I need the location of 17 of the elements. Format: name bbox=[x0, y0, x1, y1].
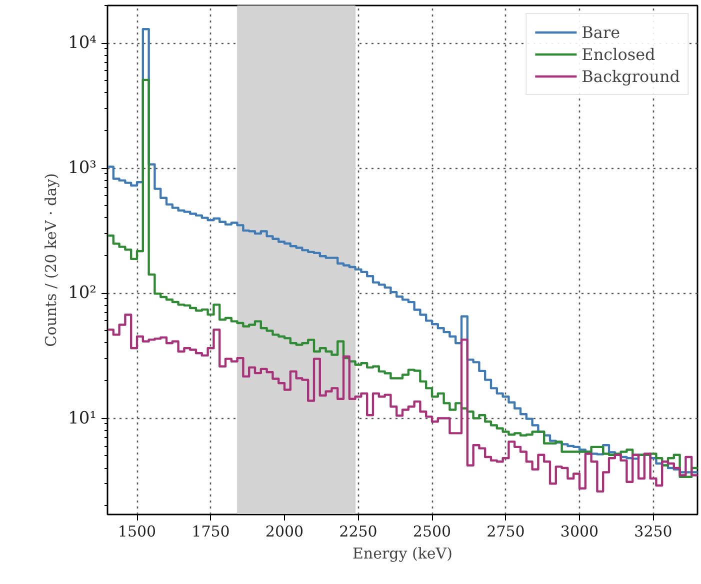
y-tick-label: 10² bbox=[68, 283, 97, 304]
x-tick-label: 2250 bbox=[339, 522, 378, 540]
x-axis-title: Energy (keV) bbox=[352, 544, 453, 562]
y-tick-label: 10⁴ bbox=[68, 33, 97, 54]
legend-label: Enclosed bbox=[582, 44, 656, 64]
x-tick-label: 2750 bbox=[486, 522, 525, 540]
x-tick-label: 2500 bbox=[412, 522, 452, 540]
x-tick-label: 3000 bbox=[560, 522, 599, 540]
y-axis-title: Counts / (20 keV · day) bbox=[42, 173, 60, 347]
x-tick-label: 3250 bbox=[634, 522, 672, 540]
y-tick-label: 10¹ bbox=[68, 408, 97, 428]
x-tick-label: 1750 bbox=[192, 522, 230, 540]
x-tick-label: 2000 bbox=[265, 522, 304, 540]
legend-label: Background bbox=[582, 66, 680, 86]
legend-label: Bare bbox=[582, 22, 620, 42]
y-tick-label: 10³ bbox=[68, 158, 97, 178]
x-tick-label: 1500 bbox=[118, 522, 156, 540]
